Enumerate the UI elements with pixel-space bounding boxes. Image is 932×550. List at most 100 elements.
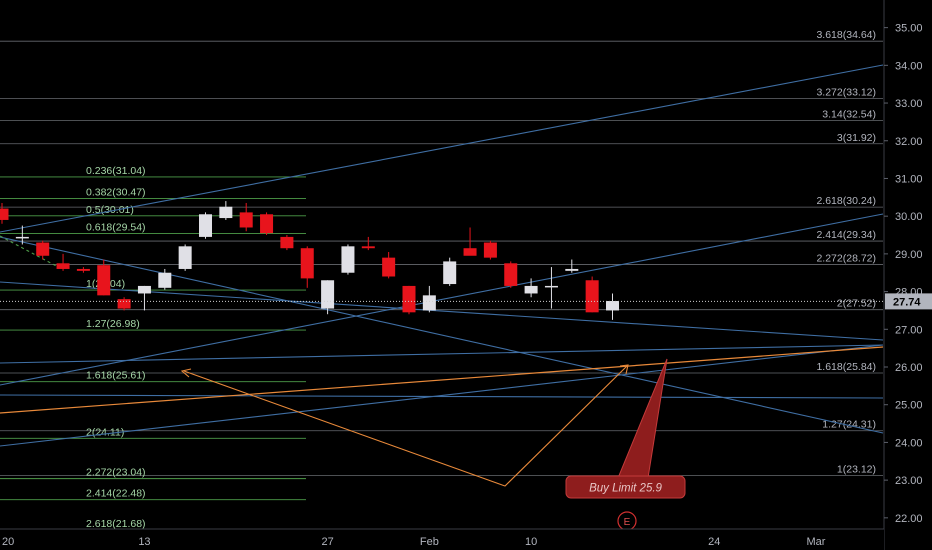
fib-right-level-label: 3.272(33.12)	[816, 87, 876, 99]
fib-right-level-label: 2(27.52)	[837, 298, 876, 310]
last-price-tag-label: 27.74	[893, 296, 921, 308]
orange-arrow-head-right	[619, 364, 629, 375]
rising-support-line	[0, 344, 884, 447]
time-tick-label: 24	[708, 536, 720, 548]
time-tick-label: 27	[321, 536, 333, 548]
horizontal-support-line	[0, 394, 884, 399]
price-axis-background	[884, 0, 932, 550]
candle-body	[117, 299, 131, 309]
time-tick-label: Mar	[807, 536, 826, 548]
candle	[36, 240, 50, 260]
candle-body	[56, 263, 70, 269]
candle-body	[544, 285, 558, 288]
candle	[76, 267, 90, 273]
time-tick-label: 10	[525, 536, 537, 548]
candle-body	[0, 208, 9, 220]
candle-body	[524, 285, 538, 294]
candle-body	[36, 242, 50, 256]
candle-body	[402, 285, 416, 313]
fib-right-level-label: 3.618(34.64)	[816, 29, 876, 41]
candle-body	[15, 236, 29, 239]
candle-body	[158, 272, 172, 288]
candle	[524, 278, 538, 298]
fib-left-level-label: 0.236(31.04)	[86, 165, 146, 177]
channel-upper-line	[0, 64, 884, 233]
orange-trend-line	[0, 346, 884, 414]
price-tick-label: 29.00	[895, 249, 923, 261]
fib-left-level-label: 1.27(26.98)	[86, 318, 140, 330]
candle	[97, 259, 111, 296]
time-axis: 20 13 27 Feb 10 24 Mar	[0, 528, 884, 550]
candle-body	[483, 242, 497, 258]
time-tick-label: 20	[2, 536, 14, 548]
candle	[280, 235, 294, 251]
price-tick-label: 26.00	[895, 362, 923, 374]
candle	[199, 212, 212, 239]
fib-right-level-label: 2.272(28.72)	[816, 252, 876, 264]
fib-right-level-label: 3(31.92)	[837, 132, 876, 144]
candle-body	[321, 280, 335, 309]
candle	[361, 236, 375, 251]
price-tick-label: 33.00	[895, 98, 923, 110]
buy-limit-callout	[565, 475, 686, 499]
candle	[382, 251, 396, 279]
callout-pointer	[617, 358, 668, 479]
candle	[443, 257, 457, 286]
candle-body	[382, 257, 396, 277]
candle-body	[361, 246, 375, 249]
fib-right-level-label: 1.618(25.84)	[816, 361, 876, 373]
fib-left-level-label: 0.5(30.01)	[86, 204, 134, 216]
candle-body	[504, 263, 518, 286]
channel-lower-line	[0, 213, 884, 386]
candle-body	[76, 268, 90, 271]
earnings-event-label: E	[624, 517, 631, 528]
price-tick-label: 34.00	[895, 60, 923, 72]
candle-body	[239, 212, 253, 228]
dashed-trend-line	[0, 235, 61, 269]
candle	[117, 297, 131, 311]
price-tick-label: 23.00	[895, 475, 923, 487]
fib-left-level-label: 2.414(22.48)	[86, 488, 146, 500]
candle	[56, 253, 70, 271]
fib-right-level-label: 2.618(30.24)	[816, 195, 876, 207]
price-axis: 22.0023.0024.0025.0026.0027.0028.0029.00…	[883, 0, 932, 550]
candle-body	[260, 214, 274, 234]
candle	[341, 244, 355, 275]
fib-left-level-label: 2.272(23.04)	[86, 467, 146, 479]
trendlines	[0, 64, 884, 487]
candle	[422, 285, 436, 313]
candle	[239, 202, 253, 232]
candle-body	[422, 295, 436, 311]
fib-left-level-label: 0.382(30.47)	[86, 186, 146, 198]
candle-body	[606, 301, 619, 311]
candle-body	[178, 246, 192, 269]
time-tick-label: 13	[138, 536, 150, 548]
orange-projection-path	[183, 364, 629, 487]
descending-line-2	[0, 236, 884, 434]
candle-body	[300, 248, 314, 279]
candle	[15, 225, 29, 245]
price-tick-label: 24.00	[895, 437, 923, 449]
candle	[260, 212, 274, 236]
candle	[137, 285, 151, 311]
price-tick-label: 27.00	[895, 324, 923, 336]
price-tick-label: 25.00	[895, 400, 923, 412]
time-tick-label: Feb	[420, 536, 439, 548]
candle	[178, 244, 192, 271]
price-tick-label: 32.00	[895, 136, 923, 148]
candle	[158, 268, 172, 290]
candle	[483, 240, 497, 260]
fib-right-level-label: 3.14(32.54)	[822, 108, 876, 120]
fib-left-level-label: 0.618(29.54)	[86, 222, 146, 234]
last-price-tag	[885, 293, 932, 310]
fib-left-level-label: 1.618(25.61)	[86, 370, 146, 382]
buy-limit-label: Buy Limit 25.9	[589, 483, 662, 495]
price-tick-label: 35.00	[895, 23, 923, 35]
fib-right-level-label: 2.414(29.34)	[816, 229, 876, 241]
candle	[565, 259, 579, 273]
candles	[0, 201, 883, 320]
fib-right-level-label: 1(23.12)	[837, 464, 876, 476]
price-tick-label: 31.00	[895, 173, 923, 185]
annotations: Buy Limit 25.9 E	[565, 358, 686, 531]
